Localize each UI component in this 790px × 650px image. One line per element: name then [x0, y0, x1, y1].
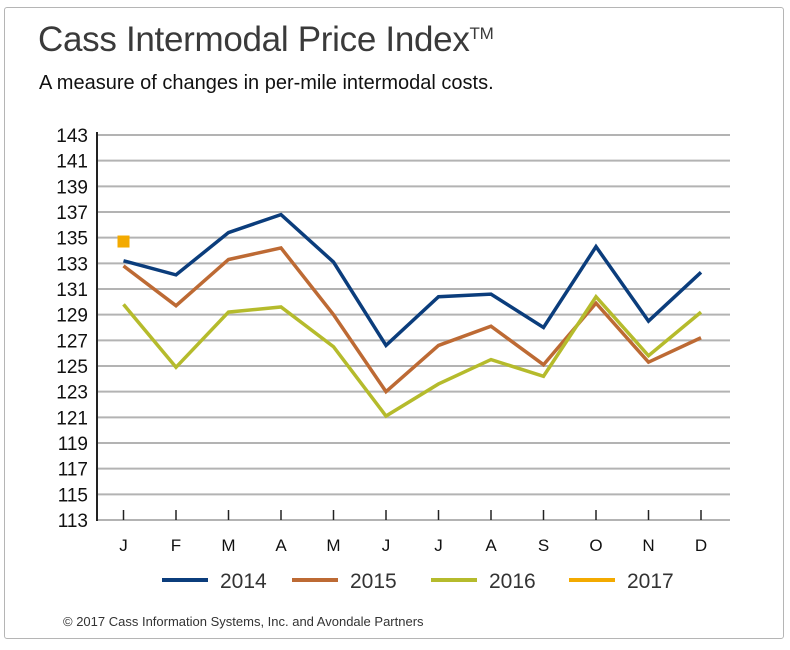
legend-label-2017: 2017 — [627, 570, 674, 593]
x-tick-label: O — [589, 536, 602, 555]
y-tick-label: 141 — [56, 152, 88, 173]
x-tick-label: N — [642, 536, 654, 555]
chart-subtitle: A measure of changes in per-mile intermo… — [39, 72, 494, 94]
y-tick-label: 135 — [56, 229, 88, 250]
x-tick-label: S — [538, 536, 549, 555]
series-point-2017 — [117, 235, 130, 248]
copyright-text: © 2017 Cass Information Systems, Inc. an… — [63, 614, 424, 629]
chart-frame — [4, 7, 784, 639]
y-tick-label: 117 — [58, 460, 88, 481]
legend-label-2014: 2014 — [220, 570, 267, 593]
chart-title: Cass Intermodal Price IndexTM — [38, 20, 494, 59]
y-tick-label: 127 — [56, 331, 88, 352]
y-tick-label: 131 — [56, 280, 88, 301]
trademark-mark: TM — [469, 24, 494, 43]
x-tick-label: M — [221, 536, 235, 555]
series-line-2016 — [122, 293, 703, 419]
y-tick-label: 119 — [58, 434, 88, 455]
x-tick-label: F — [171, 536, 181, 555]
y-tick-label: 125 — [56, 357, 88, 378]
series-line-2015 — [122, 245, 702, 395]
series-line-2014 — [123, 212, 703, 349]
y-tick-label: 143 — [56, 126, 88, 147]
y-tick-label: 139 — [56, 177, 88, 198]
y-tick-label: 121 — [56, 408, 88, 429]
y-tick-label: 115 — [58, 485, 88, 506]
x-tick-label: J — [434, 536, 443, 555]
x-tick-label: J — [119, 536, 128, 555]
x-tick-label: D — [695, 536, 707, 555]
x-tick-label: A — [275, 536, 287, 555]
x-tick-label: M — [326, 536, 340, 555]
legend-label-2016: 2016 — [489, 570, 536, 593]
y-tick-label: 137 — [56, 203, 88, 224]
y-tick-label: 113 — [58, 511, 88, 532]
x-tick-label: J — [382, 536, 391, 555]
legend-label-2015: 2015 — [350, 570, 397, 593]
y-tick-label: 133 — [56, 254, 88, 275]
y-tick-label: 129 — [56, 306, 88, 327]
y-tick-label: 123 — [56, 383, 88, 404]
x-tick-label: A — [485, 536, 497, 555]
